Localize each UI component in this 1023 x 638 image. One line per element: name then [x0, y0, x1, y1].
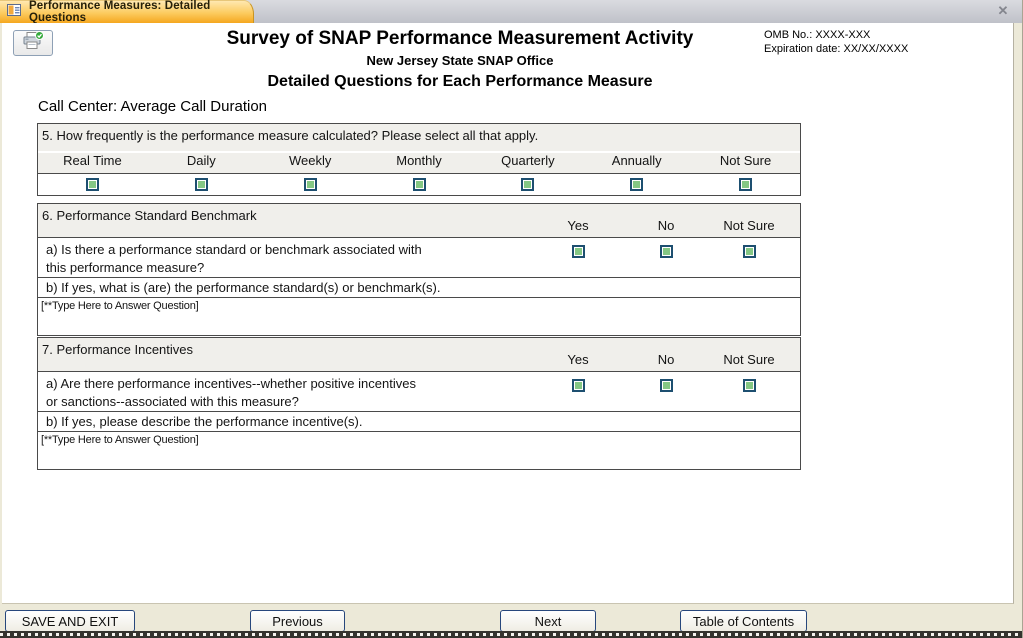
- next-button[interactable]: Next: [500, 610, 596, 632]
- expiration-date: Expiration date: XX/XX/XXXX: [764, 43, 909, 55]
- label-yes: Yes: [567, 352, 589, 367]
- form-header: Survey of SNAP Performance Measurement A…: [60, 28, 860, 91]
- q6b-answer-input[interactable]: [**Type Here to Answer Question]: [38, 297, 800, 335]
- document-tab-bar: Performance Measures: Detailed Questions…: [0, 0, 1022, 24]
- question-5-header: 5. How frequently is the performance mea…: [38, 124, 800, 173]
- label-quarterly: Quarterly: [501, 153, 555, 168]
- page-subtitle: Detailed Questions for Each Performance …: [267, 73, 653, 90]
- q5-checkbox-daily[interactable]: [194, 178, 208, 191]
- question-6-box: 6. Performance Standard Benchmark Yes No…: [37, 203, 801, 336]
- q5-checkbox-weekly[interactable]: [303, 178, 317, 191]
- label-yes: Yes: [567, 218, 589, 233]
- q6a-checkbox-yes[interactable]: [572, 245, 585, 258]
- label-no: No: [657, 218, 675, 233]
- print-button[interactable]: [13, 30, 53, 56]
- frequency-checkbox-row: [38, 173, 800, 195]
- form-icon: [7, 3, 21, 21]
- q5-checkbox-quarterly[interactable]: [521, 178, 535, 191]
- question-6a-text: a) Is there a performance standard or be…: [46, 242, 422, 275]
- label-real-time: Real Time: [63, 153, 122, 168]
- page-title: Survey of SNAP Performance Measurement A…: [226, 28, 694, 49]
- question-7b-text: b) If yes, please describe the performan…: [38, 411, 800, 431]
- question-7a-text: a) Are there performance incentives--whe…: [46, 376, 416, 409]
- label-weekly: Weekly: [288, 153, 332, 168]
- table-of-contents-button[interactable]: Table of Contents: [680, 610, 807, 632]
- question-6-header: 6. Performance Standard Benchmark Yes No…: [38, 204, 800, 237]
- label-not-sure: Not Sure: [723, 218, 775, 233]
- question-7-box: 7. Performance Incentives Yes No Not Sur…: [37, 337, 801, 470]
- frequency-labels-row: Real Time Daily Weekly Monthly Quarterly…: [38, 151, 800, 173]
- label-not-sure: Not Sure: [723, 352, 775, 367]
- label-not-sure: Not Sure: [719, 153, 772, 168]
- omb-number: OMB No.: XXXX-XXX: [764, 29, 871, 41]
- question-7-heading: 7. Performance Incentives: [42, 342, 194, 357]
- q7a-checkbox-no[interactable]: [660, 379, 673, 392]
- question-7a-row: a) Are there performance incentives--whe…: [38, 371, 800, 411]
- q5-checkbox-not-sure[interactable]: [739, 178, 753, 191]
- label-monthly: Monthly: [396, 153, 442, 168]
- q7-choice-labels: Yes No Not Sure: [38, 352, 800, 369]
- printer-with-check-icon: [21, 30, 45, 56]
- tab-performance-measures-detailed-questions[interactable]: Performance Measures: Detailed Questions: [0, 0, 254, 24]
- question-6b-text: b) If yes, what is (are) the performance…: [38, 277, 800, 297]
- q7a-checkbox-not-sure[interactable]: [743, 379, 756, 392]
- question-5-text: 5. How frequently is the performance mea…: [42, 128, 539, 143]
- label-daily: Daily: [186, 153, 216, 168]
- label-no: No: [657, 352, 675, 367]
- q6-choice-labels: Yes No Not Sure: [38, 218, 800, 235]
- q7a-checkbox-yes[interactable]: [572, 379, 585, 392]
- question-6a-row: a) Is there a performance standard or be…: [38, 237, 800, 277]
- save-and-exit-button[interactable]: SAVE AND EXIT: [5, 610, 135, 632]
- q5-checkbox-annually[interactable]: [630, 178, 644, 191]
- q7b-answer-input[interactable]: [**Type Here to Answer Question]: [38, 431, 800, 469]
- q5-checkbox-real-time[interactable]: [85, 178, 99, 191]
- form-body: Survey of SNAP Performance Measurement A…: [2, 23, 1014, 604]
- window-bottom-edge: [0, 631, 1022, 638]
- previous-button[interactable]: Previous: [250, 610, 345, 632]
- omb-info: OMB No.: XXXX-XXX Expiration date: XX/XX…: [764, 28, 1014, 56]
- question-5-box: 5. How frequently is the performance mea…: [37, 123, 801, 196]
- question-7-header: 7. Performance Incentives Yes No Not Sur…: [38, 338, 800, 371]
- q6a-checkbox-not-sure[interactable]: [743, 245, 756, 258]
- q5-checkbox-monthly[interactable]: [412, 178, 426, 191]
- office-name: New Jersey State SNAP Office: [366, 53, 554, 68]
- tab-title: Performance Measures: Detailed Questions: [29, 0, 211, 24]
- close-icon[interactable]: ✕: [997, 3, 1009, 18]
- measure-title: Call Center: Average Call Duration: [38, 98, 268, 115]
- label-annually: Annually: [611, 153, 662, 168]
- question-6-heading: 6. Performance Standard Benchmark: [42, 208, 257, 223]
- q6a-checkbox-no[interactable]: [660, 245, 673, 258]
